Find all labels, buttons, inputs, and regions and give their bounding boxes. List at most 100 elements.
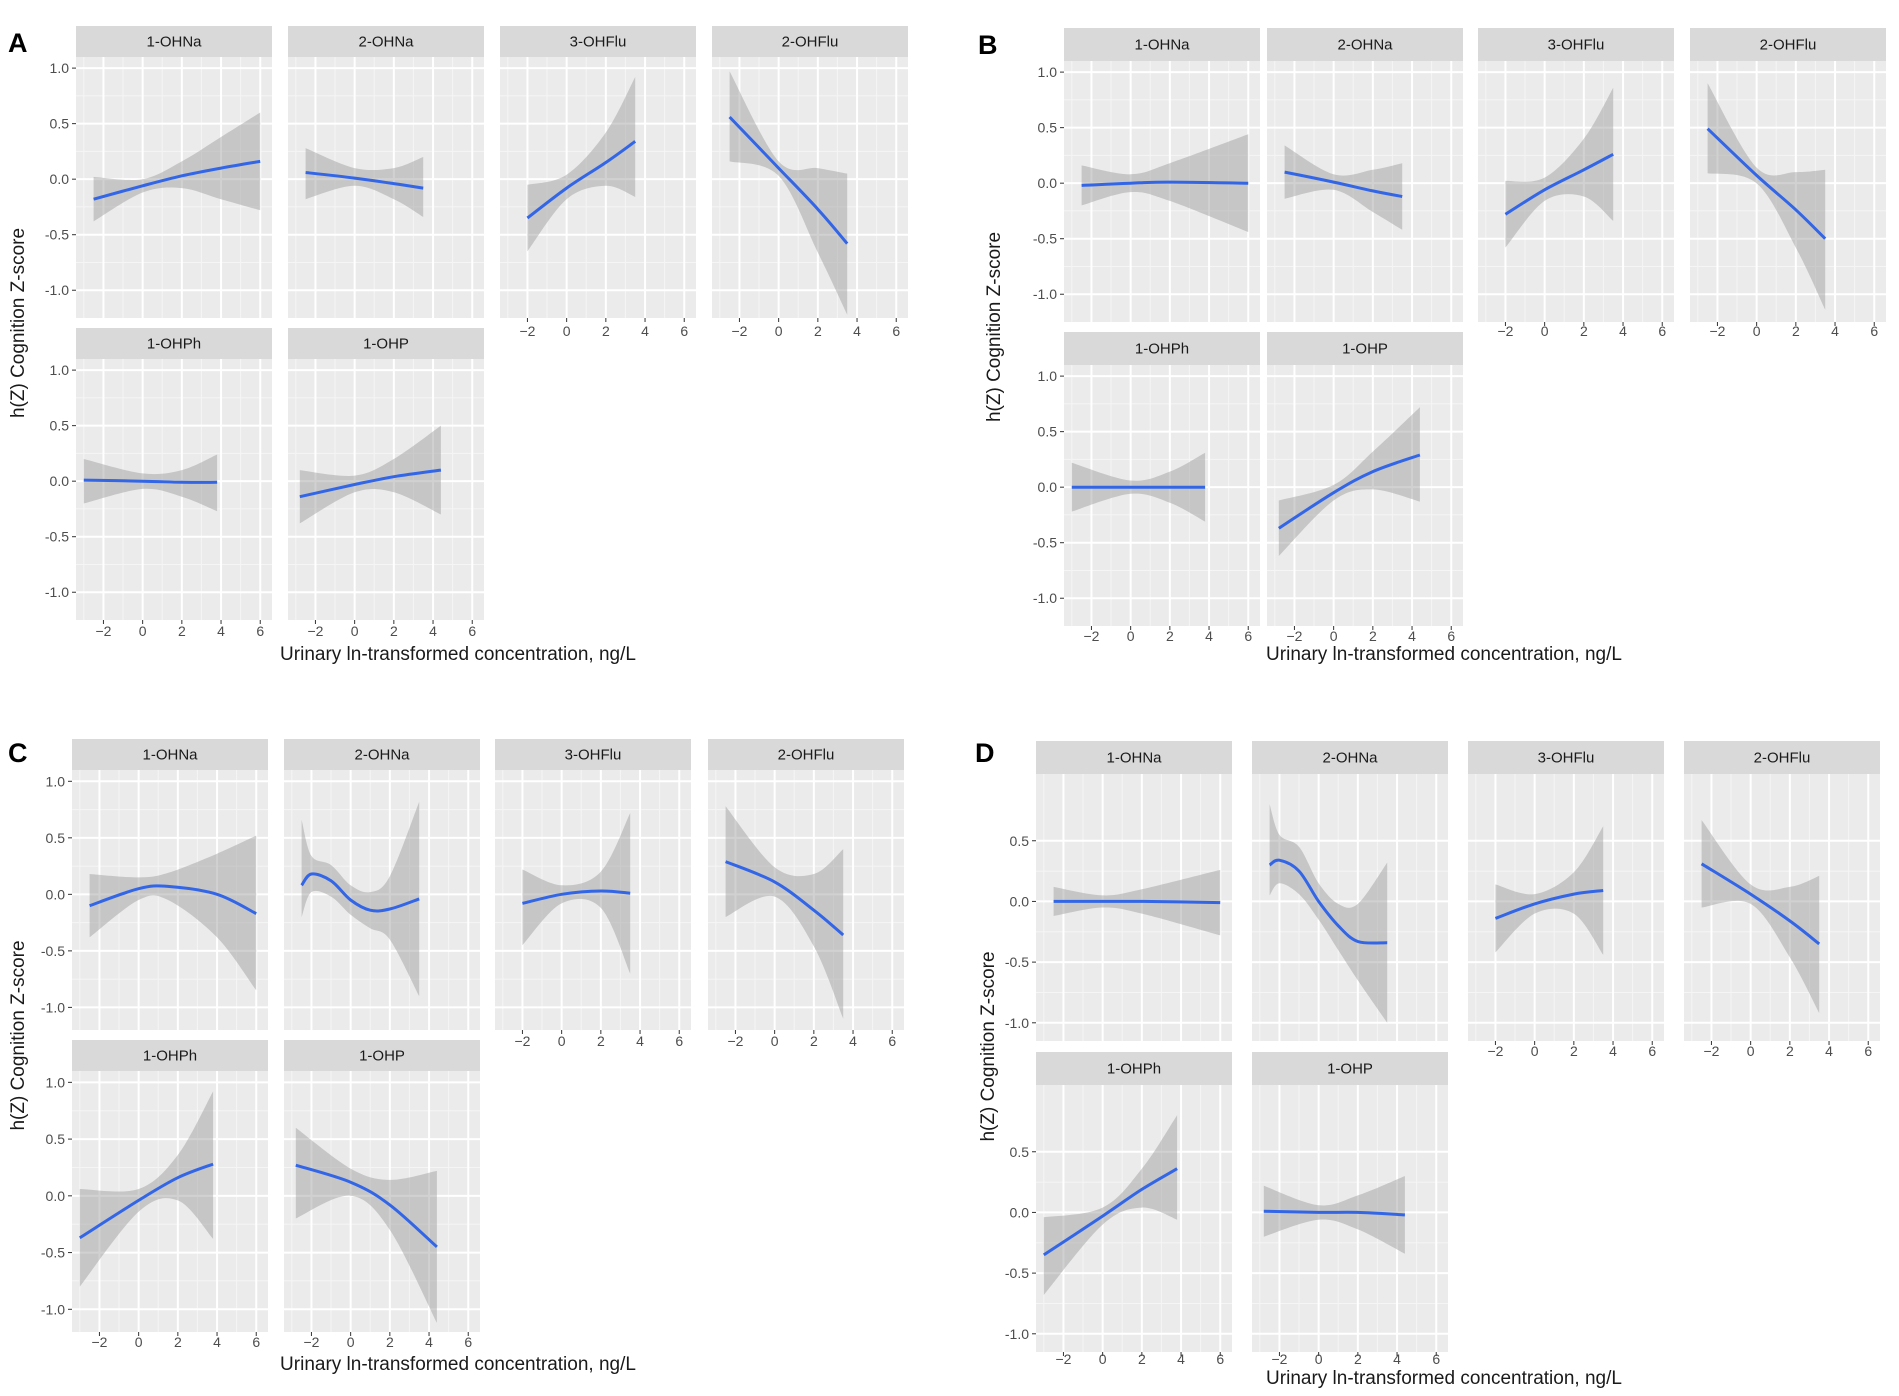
x-tick-label: 6: [1870, 323, 1878, 339]
x-tick-label: 0: [558, 1033, 566, 1049]
facet-strip-label: 2-OHFlu: [1760, 37, 1817, 54]
x-tick-label: 0: [135, 1334, 143, 1350]
facet-1-ohna: 1-OHNa -1.0 -0.5 0.0 0.5: [1005, 741, 1232, 1041]
facet-panel-bg: [500, 57, 696, 318]
x-tick-label: 6: [892, 323, 900, 339]
facet-strip: [1036, 741, 1232, 774]
confidence-ribbon: [1505, 87, 1614, 248]
x-tick-label: 0: [1747, 1043, 1755, 1059]
x-tick-label: 2: [1570, 1043, 1578, 1059]
x-tick-label: 4: [1825, 1043, 1833, 1059]
facet-panel-bg: [708, 770, 904, 1030]
facet-panel-bg: [284, 1071, 480, 1332]
facet-strip-label: 1-OHP: [359, 1048, 405, 1065]
x-tick-label: 6: [675, 1033, 683, 1049]
x-tick-label: −2: [1286, 628, 1302, 644]
facet-strip: [500, 26, 696, 57]
x-tick-label: −2: [303, 1334, 319, 1350]
confidence-ribbon: [729, 71, 848, 315]
y-tick-label: 0.0: [50, 171, 70, 187]
fitted-line: [1700, 862, 1821, 946]
panel-letter: C: [8, 738, 28, 768]
y-tick-label: -0.5: [45, 529, 69, 545]
fitted-line: [93, 159, 261, 201]
x-tick-label: 6: [1864, 1043, 1872, 1059]
y-axis-title: h(Z) Cognition Z-score: [8, 940, 29, 1130]
x-tick-label: 4: [1393, 1351, 1401, 1367]
facet-2-ohna: 2-OHNa: [288, 26, 484, 318]
x-tick-label: 6: [1216, 1351, 1224, 1367]
x-tick-label: 2: [1786, 1043, 1794, 1059]
facet-strip-label: 2-OHNa: [358, 34, 414, 51]
x-tick-label: 2: [810, 1033, 818, 1049]
facet-strip: [72, 739, 268, 770]
facet-1-ohna: 1-OHNa -1.0 -0.5 0.0 0.5 1.0: [45, 26, 272, 318]
facet-1-ohp: 1-OHP −2 0 2 4 6: [284, 1040, 480, 1350]
x-tick-label: 4: [1205, 628, 1213, 644]
y-tick-label: 0.5: [50, 116, 70, 132]
facet-strip: [288, 328, 484, 359]
facet-strip: [1478, 28, 1674, 61]
x-tick-label: 2: [1792, 323, 1800, 339]
x-tick-label: 4: [641, 323, 649, 339]
facet-strip-label: 2-OHFlu: [778, 747, 835, 764]
fitted-line: [1504, 152, 1614, 216]
x-tick-label: 6: [1447, 628, 1455, 644]
confidence-ribbon: [1701, 820, 1820, 1014]
x-tick-label: −2: [727, 1033, 743, 1049]
facet-panel-bg: [72, 1071, 268, 1332]
y-tick-label: -1.0: [41, 1301, 65, 1317]
facet-strip: [284, 739, 480, 770]
x-tick-label: 4: [217, 623, 225, 639]
x-tick-label: 2: [814, 323, 822, 339]
facet-strip: [1684, 741, 1880, 774]
fitted-line: [728, 115, 849, 245]
facet-panel-bg: [1690, 61, 1886, 322]
fitted-line: [89, 884, 257, 915]
composite-panel-d: Dh(Z) Cognition Z-score Urinary ln-transf…: [975, 738, 1880, 1389]
fitted-line: [300, 872, 420, 913]
x-tick-label: 4: [636, 1033, 644, 1049]
x-tick-label: 4: [1831, 323, 1839, 339]
x-tick-label: 6: [464, 1334, 472, 1350]
facet-1-ohph: 1-OHPh -1.0 -0.5 0.0 0.5 −2 0 2 4 6: [1005, 1052, 1232, 1367]
x-tick-label: −2: [1055, 1351, 1071, 1367]
confidence-ribbon: [89, 835, 257, 991]
y-tick-label: -1.0: [1033, 590, 1057, 606]
facet-2-ohna: 2-OHNa: [284, 739, 480, 1030]
y-tick-label: 0.0: [50, 473, 70, 489]
x-tick-label: −2: [1083, 628, 1099, 644]
panel-letter: D: [975, 738, 995, 768]
x-tick-label: 6: [888, 1033, 896, 1049]
facet-3-ohflu: 3-OHFlu −2 0 2 4 6: [495, 739, 691, 1049]
fitted-line: [1042, 1167, 1178, 1257]
x-tick-label: −2: [1487, 1043, 1503, 1059]
facet-strip: [1468, 741, 1664, 774]
facet-strip-label: 2-OHNa: [354, 747, 410, 764]
facet-strip: [76, 328, 272, 359]
facet-panel-bg: [1252, 774, 1448, 1041]
facet-strip-label: 1-OHPh: [147, 336, 201, 353]
confidence-ribbon: [1707, 83, 1826, 310]
facet-2-ohflu: 2-OHFlu −2 0 2 4 6: [1690, 28, 1886, 339]
confidence-ribbon: [725, 806, 844, 1019]
x-tick-label: −2: [1709, 323, 1725, 339]
facet-1-ohp: 1-OHP −2 0 2 4 6: [288, 328, 484, 639]
x-tick-label: −2: [307, 623, 323, 639]
y-tick-label: -0.5: [1005, 1265, 1029, 1281]
x-axis-title: Urinary ln-transformed concentration, ng…: [1266, 644, 1622, 665]
facet-panel-bg: [284, 770, 480, 1030]
facet-panel-bg: [1684, 774, 1880, 1041]
x-tick-label: 6: [252, 1334, 260, 1350]
facet-strip-label: 3-OHFlu: [1548, 37, 1605, 54]
y-tick-label: 0.5: [1010, 1144, 1030, 1160]
fitted-line: [1081, 180, 1249, 187]
x-axis-title: Urinary ln-transformed concentration, ng…: [280, 644, 636, 665]
facet-strip: [1252, 741, 1448, 774]
confidence-ribbon: [1278, 407, 1420, 556]
confidence-ribbon: [305, 148, 424, 217]
facet-strip-label: 2-OHFlu: [1754, 750, 1811, 767]
x-tick-label: −2: [1703, 1043, 1719, 1059]
facet-strip-label: 2-OHNa: [1337, 37, 1393, 54]
y-tick-label: 0.0: [46, 1188, 66, 1204]
